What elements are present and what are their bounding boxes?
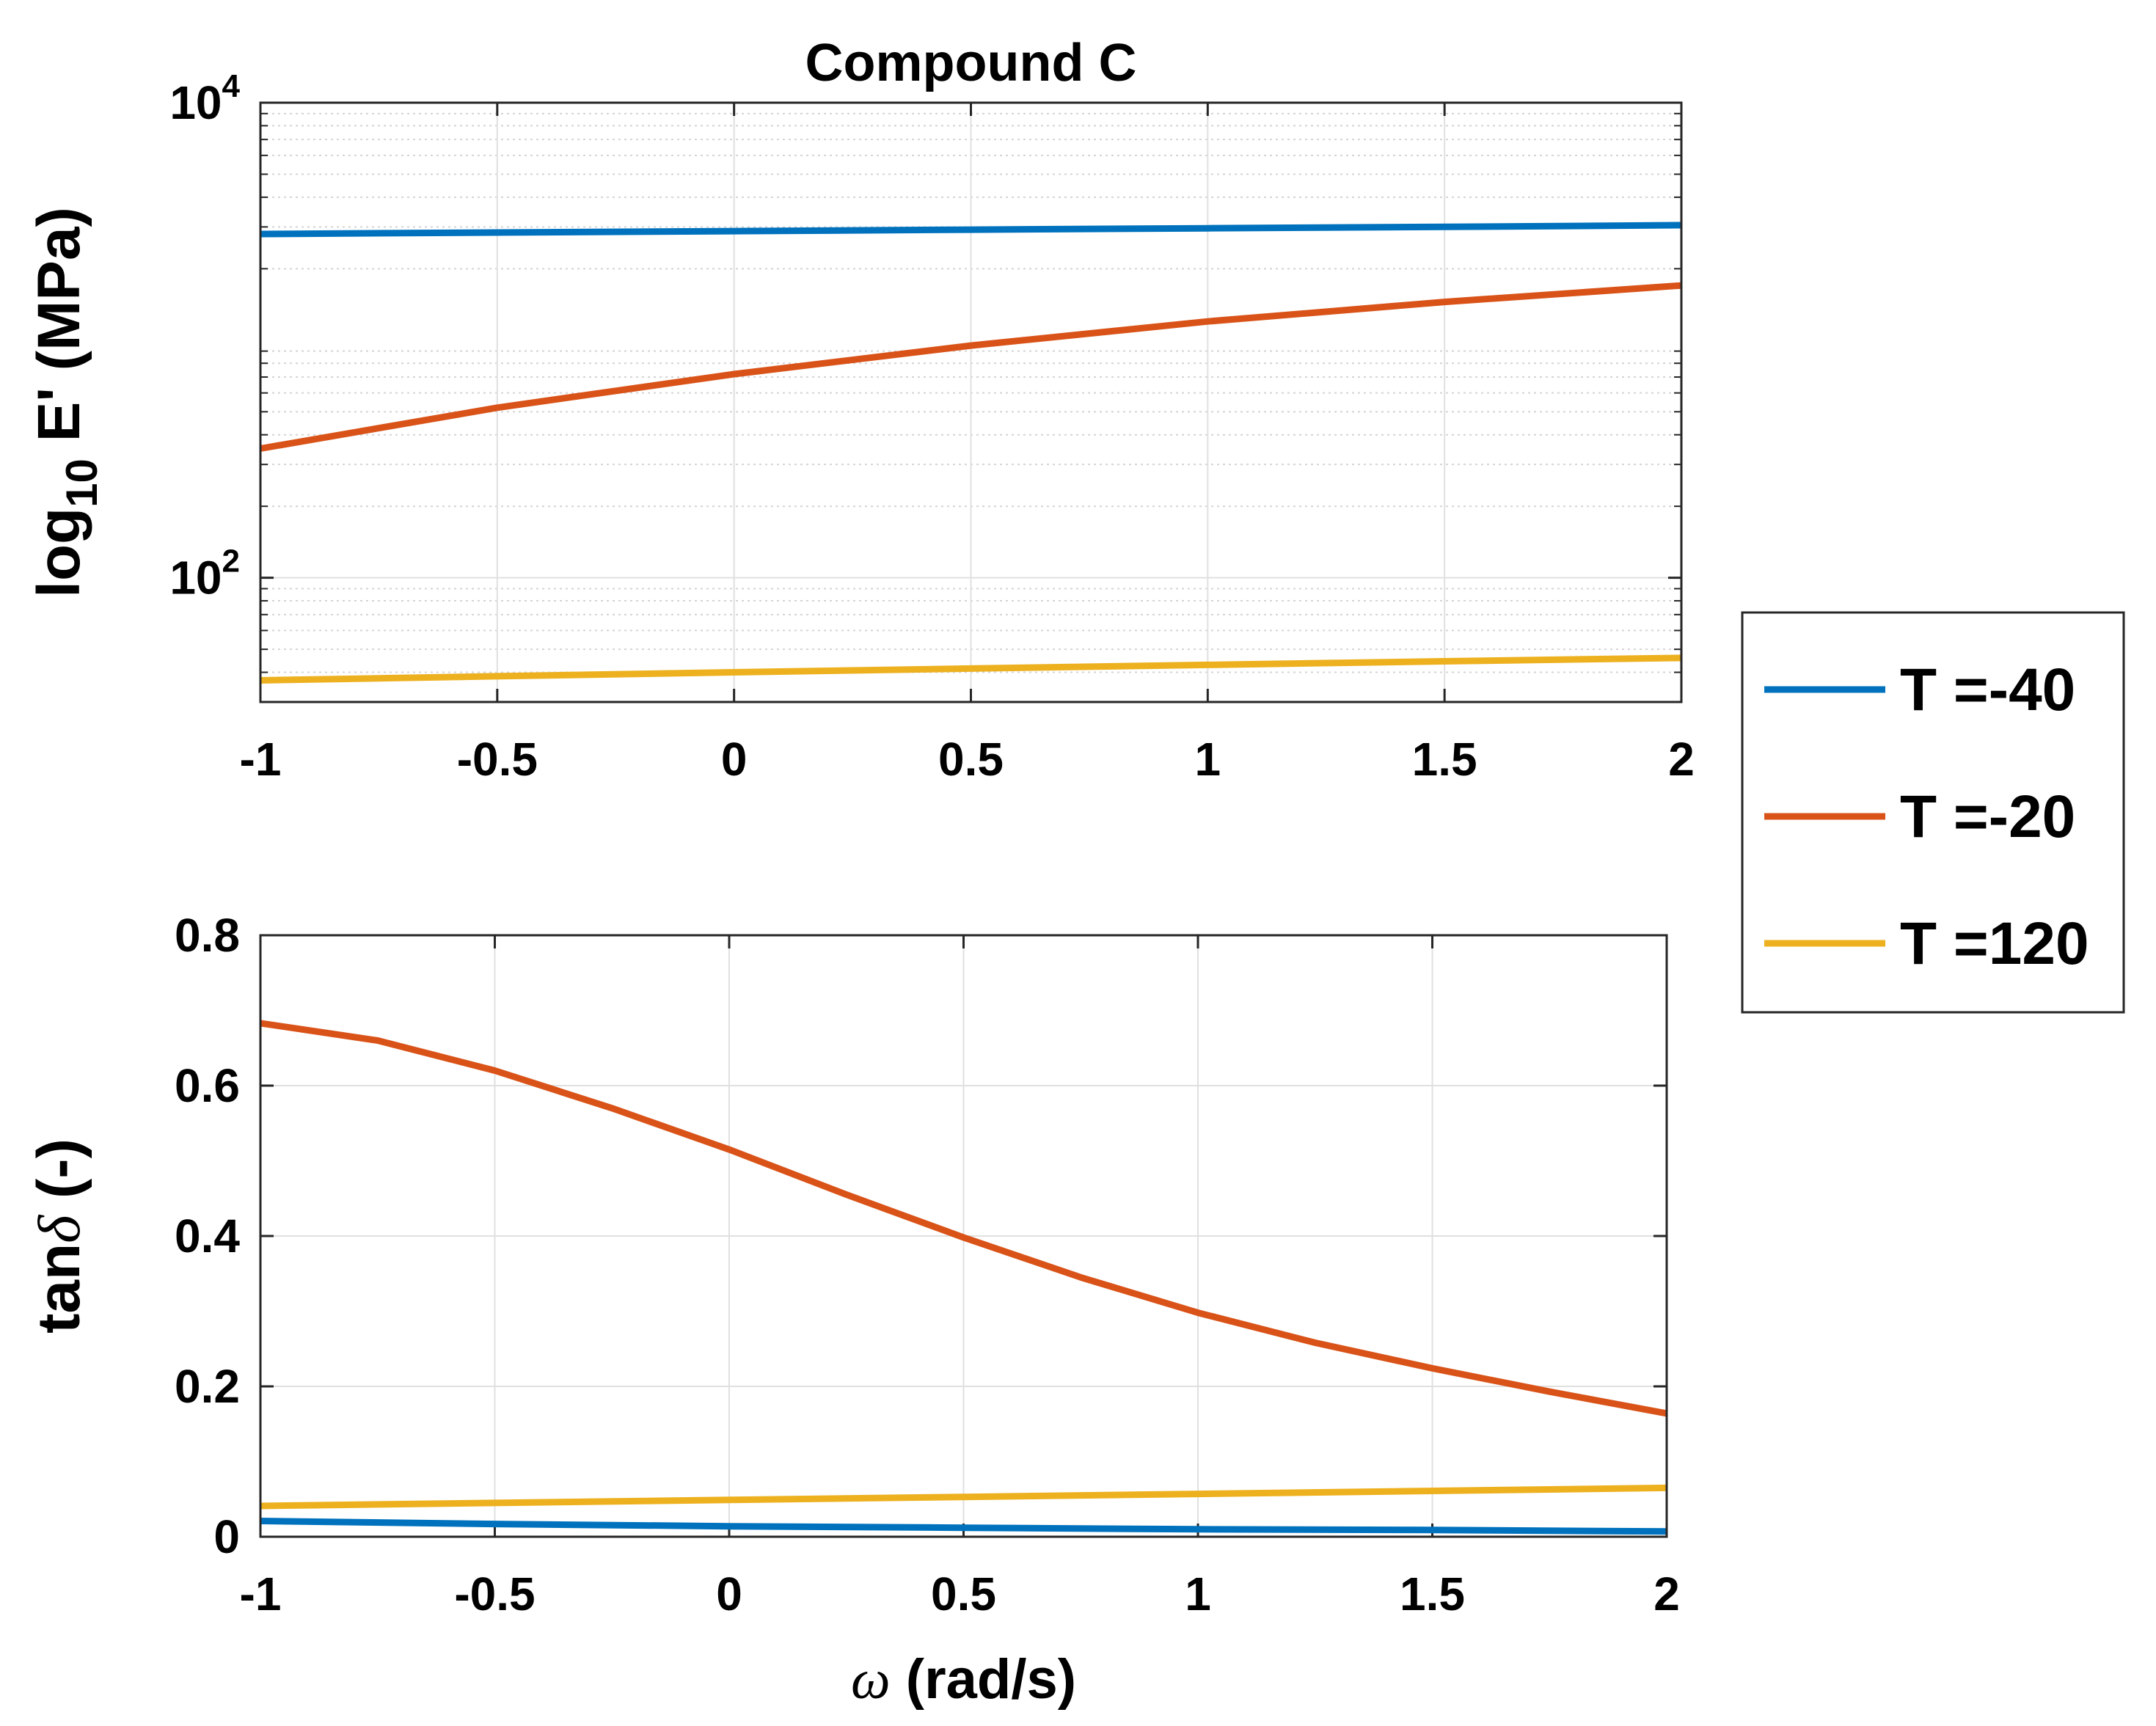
legend: T =-40 T =-20 T =120 (1741, 611, 2125, 1014)
top-y-tick-label: 102 (169, 544, 240, 604)
legend-label: T =-40 (1900, 657, 2075, 723)
bottom-series-line (260, 1020, 1667, 1417)
top-x-tick-label: 0.5 (938, 733, 1004, 786)
top-y-label-subscript: 10 (57, 458, 106, 508)
bottom-x-label-symbol: ω (851, 1649, 891, 1711)
legend-label: T =120 (1900, 910, 2089, 977)
top-chart-title: Compound C (805, 34, 1137, 92)
bottom-x-tick-label: -1 (240, 1568, 282, 1620)
bottom-x-axis-label: ω (rad/s) (851, 1648, 1076, 1711)
top-y-label-main: log (26, 508, 92, 598)
top-x-tick-label: 1 (1195, 733, 1221, 786)
top-series-line (260, 282, 1682, 452)
top-y-tick-base: 10 (169, 552, 222, 604)
top-x-tick-label: 0 (721, 733, 748, 786)
bottom-series-line (260, 1518, 1667, 1535)
bottom-y-label-units: (-) (26, 1138, 92, 1215)
bottom-y-tick-label: 0.2 (175, 1360, 240, 1413)
top-series-line (260, 222, 1682, 238)
top-axes-frame (259, 101, 1683, 703)
bottom-series-line (260, 1484, 1667, 1510)
top-series-line (260, 654, 1682, 684)
top-x-tick-label: -1 (240, 733, 282, 786)
bottom-y-tick-label: 0.4 (175, 1210, 240, 1262)
bottom-axes: -1 -0.5 0 0.5 1 1.5 2 0 0.2 0.4 0.6 0.8 tanδ (-) ω (r… (26, 909, 1680, 1711)
bottom-x-label-units: (rad/s) (891, 1648, 1076, 1711)
bottom-x-tick-label: 1 (1185, 1568, 1211, 1620)
bottom-y-label-symbol: δ (26, 1214, 92, 1243)
bottom-y-tick-label: 0.6 (175, 1059, 240, 1112)
top-y-tick-exponent: 4 (222, 68, 241, 104)
top-y-tick-exponent: 2 (222, 544, 240, 579)
top-y-axis-label: log10 E' (MPa) (26, 207, 106, 598)
top-x-tick-label: 2 (1668, 733, 1695, 786)
bottom-x-tick-label: 1.5 (1400, 1568, 1465, 1620)
bottom-y-label-main: tan (26, 1243, 92, 1334)
top-x-tick-label: 1.5 (1412, 733, 1477, 786)
top-y-label-units: E' (MPa) (26, 207, 92, 458)
bottom-x-tick-label: 2 (1653, 1568, 1680, 1620)
top-y-tick-label: 104 (169, 68, 240, 129)
bottom-y-tick-label: 0 (213, 1510, 240, 1563)
bottom-x-tick-label: 0 (716, 1568, 742, 1620)
legend-label: T =-20 (1900, 783, 2075, 850)
top-x-tick-label: -0.5 (457, 733, 538, 786)
top-y-tick-base: 10 (169, 76, 222, 129)
bottom-y-axis-label: tanδ (-) (26, 1138, 92, 1334)
bottom-axes-frame (259, 934, 1668, 1538)
bottom-x-tick-label: -0.5 (454, 1568, 535, 1620)
bottom-y-tick-label: 0.8 (175, 909, 240, 962)
bottom-x-tick-label: 0.5 (931, 1568, 996, 1620)
